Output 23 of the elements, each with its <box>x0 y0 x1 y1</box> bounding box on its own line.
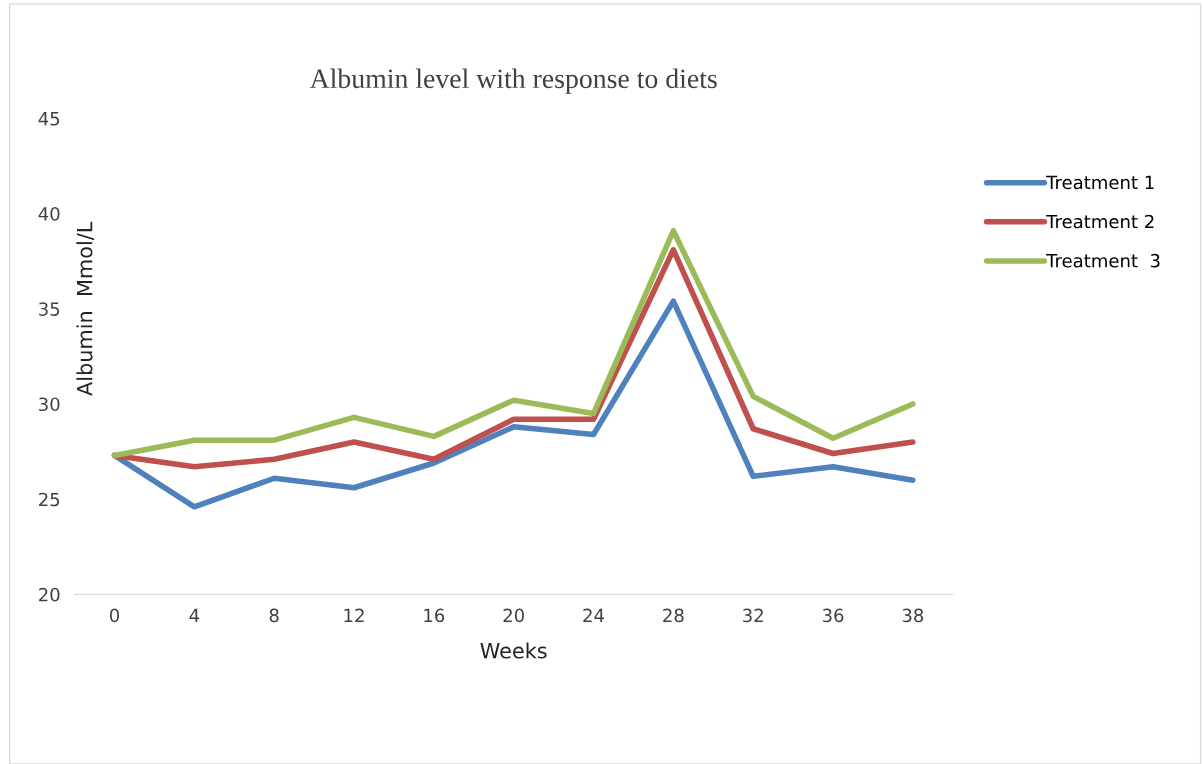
x-axis-title: Weeks <box>480 642 547 659</box>
x-tick-label: 16 <box>424 608 445 623</box>
x-tick-label: 4 <box>189 608 200 622</box>
y-axis-title: Albumin Mmol/L <box>76 221 95 396</box>
legend-label: Treatment 1 <box>1046 175 1154 190</box>
legend-label: Treatment 2 <box>1046 214 1154 229</box>
x-tick-label: 38 <box>902 608 924 623</box>
x-tick-label: 32 <box>743 608 763 623</box>
chart-title: Albumin level with response to diets <box>309 68 717 94</box>
y-tick-label: 45 <box>38 112 60 126</box>
y-tick-label: 30 <box>39 397 60 412</box>
x-tick-label: 12 <box>344 608 364 622</box>
x-tick-label: 24 <box>583 608 604 622</box>
x-tick-label: 20 <box>503 608 524 623</box>
y-tick-label: 40 <box>38 207 60 221</box>
y-tick-label: 35 <box>39 302 60 316</box>
legend-label: Treatment 3 <box>1046 253 1160 268</box>
y-tick-label: 25 <box>39 492 60 507</box>
y-tick-label: 20 <box>39 587 60 602</box>
x-tick-label: 36 <box>822 608 844 623</box>
x-tick-label: 0 <box>109 608 120 623</box>
x-tick-label: 28 <box>663 608 684 623</box>
x-tick-label: 8 <box>269 608 279 623</box>
